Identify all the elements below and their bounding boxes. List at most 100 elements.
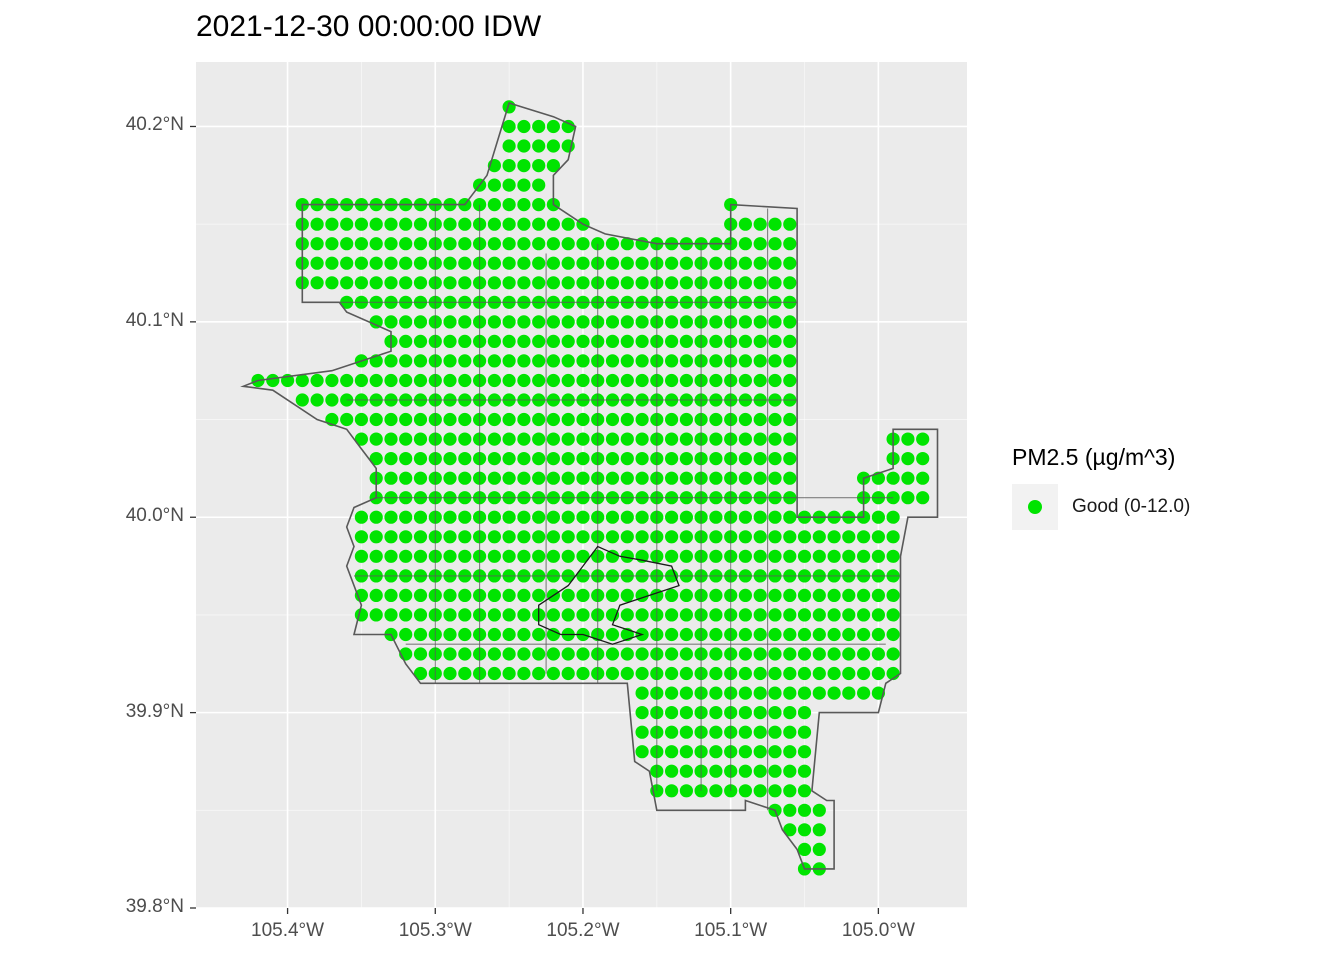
idw-point: [532, 666, 546, 681]
idw-point: [605, 315, 620, 329]
idw-point: [709, 334, 723, 348]
idw-point: [487, 256, 501, 270]
idw-point: [443, 334, 457, 348]
idw-point: [783, 373, 797, 388]
idw-point: [665, 452, 679, 466]
idw-point: [620, 452, 634, 466]
idw-point: [871, 530, 886, 544]
idw-point: [857, 686, 871, 700]
idw-point: [709, 666, 723, 681]
idw-point: [620, 334, 634, 348]
idw-point: [561, 276, 575, 290]
idw-point: [399, 237, 413, 251]
idw-point: [679, 784, 694, 798]
idw-point: [354, 432, 368, 446]
idw-point: [797, 686, 812, 700]
idw-point: [679, 686, 694, 700]
idw-point: [635, 354, 649, 368]
idw-point: [546, 373, 561, 388]
idw-point: [458, 217, 472, 231]
idw-point: [502, 588, 516, 603]
idw-point: [783, 315, 797, 329]
idw-point: [369, 530, 383, 544]
idw-point: [871, 588, 886, 603]
idw-point: [561, 315, 575, 329]
idw-point: [738, 706, 753, 720]
idw-point: [443, 627, 457, 642]
idw-point: [679, 647, 694, 661]
idw-point: [709, 588, 723, 603]
idw-point: [487, 530, 501, 544]
idw-point: [384, 315, 398, 329]
idw-point: [354, 412, 368, 427]
idw-point: [620, 530, 634, 544]
idw-point: [635, 608, 649, 622]
legend-key: [1012, 484, 1058, 530]
idw-point: [797, 706, 812, 720]
idw-point: [517, 276, 531, 290]
idw-point: [665, 706, 679, 720]
idw-point: [517, 530, 531, 544]
idw-point: [384, 373, 398, 388]
x-tick-label: 105.4°W: [251, 920, 325, 941]
idw-point: [458, 471, 472, 485]
idw-point: [369, 432, 383, 446]
x-tick-label: 105.3°W: [398, 920, 472, 941]
idw-point: [753, 549, 767, 563]
idw-point: [369, 237, 383, 251]
idw-point: [561, 647, 575, 661]
idw-point: [605, 627, 620, 642]
idw-point: [797, 627, 812, 642]
idw-point: [783, 549, 797, 563]
idw-point: [709, 784, 723, 798]
idw-point: [546, 452, 561, 466]
idw-point: [753, 432, 767, 446]
idw-point: [413, 608, 428, 622]
idw-point: [546, 471, 561, 485]
idw-point: [532, 549, 546, 563]
idw-point: [842, 686, 856, 700]
idw-point: [369, 452, 383, 466]
idw-point: [738, 764, 753, 778]
idw-point: [635, 237, 649, 251]
idw-point: [532, 510, 546, 524]
idw-point: [635, 276, 649, 290]
idw-point: [679, 608, 694, 622]
y-tick-label: 39.9°N: [125, 700, 184, 722]
idw-point: [546, 237, 561, 251]
x-tick-label: 105.1°W: [694, 920, 768, 941]
idw-point: [827, 530, 841, 544]
idw-point: [768, 706, 782, 720]
idw-point: [635, 706, 649, 720]
idw-point: [620, 256, 634, 270]
idw-point: [576, 276, 590, 290]
idw-point: [620, 588, 634, 603]
idw-point: [768, 432, 782, 446]
idw-point: [605, 452, 620, 466]
idw-point: [783, 530, 797, 544]
idw-point: [753, 276, 767, 290]
idw-point: [546, 530, 561, 544]
idw-point: [709, 354, 723, 368]
idw-point: [458, 256, 472, 270]
idw-point: [783, 608, 797, 622]
idw-point: [295, 393, 309, 407]
idw-point: [827, 647, 841, 661]
idw-point: [443, 432, 457, 446]
idw-point: [827, 686, 841, 700]
idw-point: [384, 608, 398, 622]
idw-point: [532, 452, 546, 466]
idw-point: [753, 510, 767, 524]
idw-point: [738, 412, 753, 427]
idw-point: [738, 784, 753, 798]
idw-point: [517, 666, 531, 681]
idw-point: [694, 784, 708, 798]
idw-point: [709, 510, 723, 524]
idw-point: [502, 256, 516, 270]
idw-point: [753, 627, 767, 642]
idw-point: [709, 764, 723, 778]
idw-point: [369, 412, 383, 427]
idw-point: [532, 276, 546, 290]
idw-point: [665, 549, 679, 563]
idw-point: [546, 412, 561, 427]
